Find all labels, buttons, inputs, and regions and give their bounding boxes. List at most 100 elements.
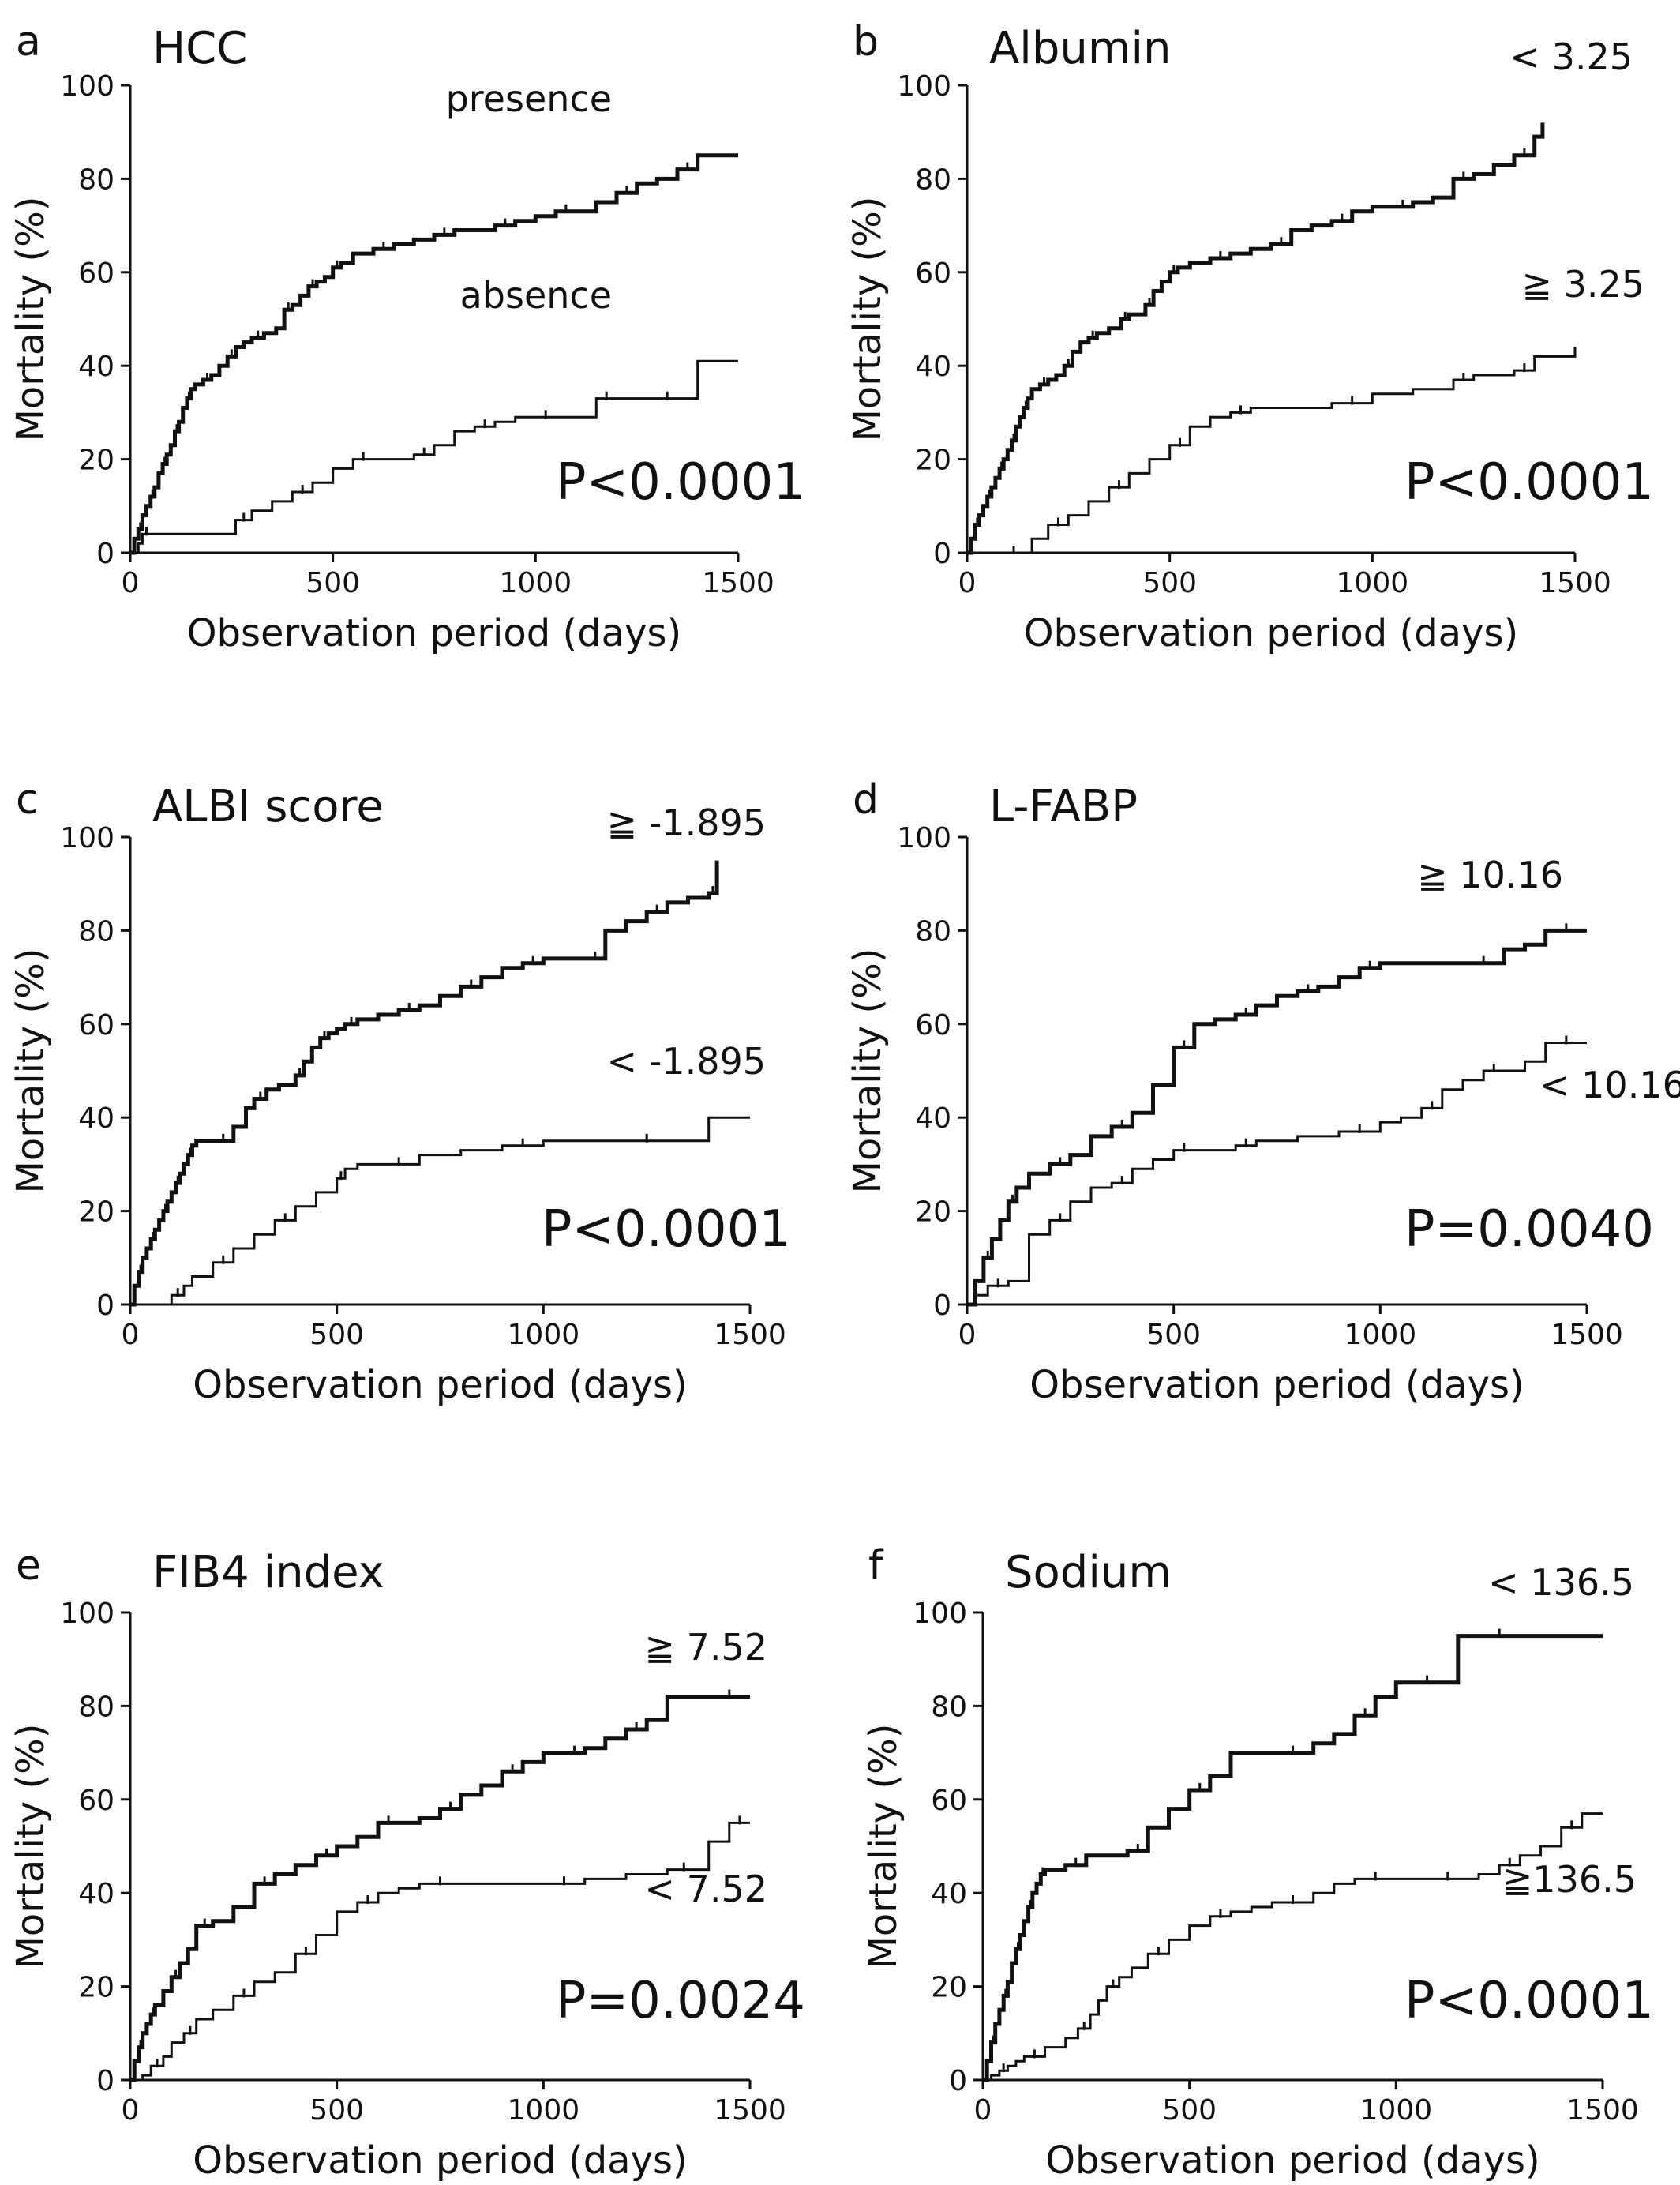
series-label: absence [460, 274, 612, 317]
x-tick-label: 500 [1146, 1319, 1201, 1351]
series-label: < -1.895 [607, 1040, 766, 1083]
y-tick-label: 40 [78, 1102, 114, 1135]
y-axis-label: Mortality (%) [9, 948, 53, 1194]
panel-letter: a [16, 18, 41, 66]
y-tick-label: 100 [913, 1597, 967, 1630]
panel-title: HCC [152, 23, 247, 74]
series-line-upper [967, 122, 1545, 555]
series-label: < 136.5 [1488, 1561, 1634, 1604]
series-label: ≧ 10.16 [1417, 854, 1563, 896]
x-tick-label: 0 [958, 567, 977, 599]
y-axis-label: Mortality (%) [861, 1724, 906, 1969]
series-line-lower [967, 1042, 1587, 1306]
y-tick-label: 100 [60, 1597, 114, 1630]
series-line-lower [983, 1812, 1603, 2082]
y-tick-label: 40 [915, 351, 951, 383]
y-tick-label: 80 [78, 163, 114, 196]
x-tick-label: 1000 [1337, 567, 1409, 599]
y-tick-label: 60 [915, 257, 951, 290]
y-tick-label: 40 [915, 1102, 951, 1135]
series-label: ≧ -1.895 [607, 802, 766, 844]
x-axis-label: Observation period (days) [1024, 611, 1518, 655]
series-label: < 7.52 [644, 1868, 767, 1910]
x-tick-label: 0 [958, 1319, 977, 1351]
y-tick-label: 80 [931, 1691, 967, 1723]
x-tick-label: 500 [1142, 567, 1197, 599]
y-axis-label: Mortality (%) [9, 1724, 53, 1969]
y-tick-label: 20 [78, 1196, 114, 1229]
panel-letter: e [16, 1542, 41, 1590]
y-tick-label: 100 [60, 822, 114, 854]
panel-title: Albumin [989, 23, 1172, 74]
x-tick-label: 0 [974, 2094, 992, 2127]
y-tick-label: 20 [915, 1196, 951, 1229]
x-tick-label: 1000 [508, 1319, 580, 1351]
p-value: P=0.0024 [556, 1972, 805, 2030]
x-axis-label: Observation period (days) [1029, 1363, 1524, 1407]
panel-title: FIB4 index [152, 1547, 384, 1598]
series-label: ≧136.5 [1502, 1858, 1637, 1901]
p-value: P=0.0040 [1404, 1200, 1654, 1259]
x-axis-label: Observation period (days) [193, 2138, 687, 2183]
p-value: P<0.0001 [1404, 1972, 1654, 2030]
y-axis-label: Mortality (%) [9, 197, 53, 442]
y-axis-label: Mortality (%) [846, 948, 890, 1194]
y-tick-label: 80 [915, 163, 951, 196]
y-tick-label: 60 [78, 257, 114, 290]
series-label: < 10.16 [1539, 1064, 1680, 1106]
y-tick-label: 60 [915, 1009, 951, 1042]
y-tick-label: 100 [897, 822, 951, 854]
x-axis-label: Observation period (days) [193, 1363, 687, 1407]
x-tick-label: 1500 [1539, 567, 1611, 599]
x-tick-label: 0 [122, 567, 140, 599]
panel-letter: c [16, 776, 39, 824]
y-tick-label: 0 [933, 1290, 951, 1322]
p-value: P<0.0001 [542, 1200, 791, 1259]
y-tick-label: 20 [78, 445, 114, 477]
y-tick-label: 0 [96, 538, 114, 570]
y-tick-label: 100 [897, 70, 951, 103]
x-tick-label: 1000 [1360, 2094, 1433, 2127]
series-line-upper [130, 153, 738, 555]
series-label: < 3.25 [1509, 36, 1633, 78]
x-tick-label: 1500 [1551, 1319, 1623, 1351]
series-line-upper [130, 1695, 750, 2082]
x-axis-label: Observation period (days) [187, 611, 681, 655]
x-tick-label: 1000 [1344, 1319, 1417, 1351]
x-tick-label: 0 [122, 2094, 140, 2127]
y-tick-label: 0 [949, 2065, 967, 2097]
y-tick-label: 20 [78, 1972, 114, 2004]
y-tick-label: 80 [78, 915, 114, 948]
y-tick-label: 0 [96, 2065, 114, 2097]
x-axis-label: Observation period (days) [1045, 2138, 1539, 2183]
panel-letter: f [868, 1542, 884, 1590]
x-tick-label: 1500 [714, 2094, 786, 2127]
y-tick-label: 80 [915, 915, 951, 948]
y-tick-label: 80 [78, 1691, 114, 1723]
y-tick-label: 40 [78, 1878, 114, 1910]
x-tick-label: 0 [122, 1319, 140, 1351]
x-tick-label: 500 [306, 567, 360, 599]
series-label: ≧ 7.52 [644, 1626, 767, 1669]
p-value: P<0.0001 [1404, 453, 1654, 512]
panel-title: Sodium [1005, 1547, 1172, 1598]
x-tick-label: 1000 [508, 2094, 580, 2127]
x-tick-label: 1500 [1566, 2094, 1639, 2127]
panel-title: L-FABP [989, 781, 1138, 832]
y-tick-label: 100 [60, 70, 114, 103]
y-tick-label: 60 [78, 1785, 114, 1817]
series-line-lower [130, 1821, 750, 2082]
x-tick-label: 500 [1162, 2094, 1217, 2127]
series-line-upper [130, 860, 719, 1307]
series-label: presence [446, 77, 612, 120]
y-tick-label: 40 [931, 1878, 967, 1910]
panel-letter: d [853, 776, 879, 824]
series-line-lower [130, 1116, 750, 1306]
x-tick-label: 500 [309, 1319, 364, 1351]
